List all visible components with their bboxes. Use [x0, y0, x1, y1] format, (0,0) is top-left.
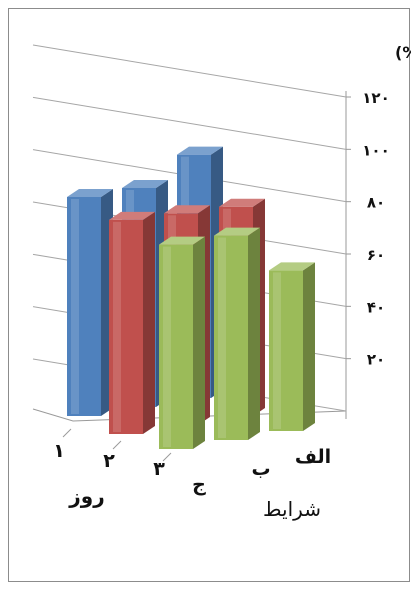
bar-top	[67, 189, 113, 197]
bar-highlight	[273, 272, 281, 429]
y-tick-label: ۲۰	[367, 351, 385, 369]
bar-top	[219, 198, 265, 207]
bar-highlight	[163, 246, 171, 447]
bar-top	[109, 211, 155, 220]
bar-highlight	[113, 221, 121, 432]
depth-label: ۳	[153, 458, 165, 480]
gridline	[32, 96, 347, 150]
y-tick-labels: ۲۰ ۴۰ ۶۰ ۸۰ ۱۰۰ ۱۲۰	[346, 89, 390, 369]
bar-side	[193, 236, 205, 449]
bar-top	[269, 262, 315, 271]
category-label: ج	[192, 474, 206, 496]
category-label: ب	[251, 458, 270, 480]
depth-tick-mark	[162, 452, 172, 462]
y-tick-label: ۱۲۰	[362, 89, 389, 107]
y-tick-label: ۴۰	[367, 298, 385, 316]
depth-label: ۲	[103, 450, 115, 472]
depth-labels: ۱ ۲ ۳	[53, 428, 172, 480]
category-labels: الف ب ج	[192, 446, 331, 496]
recovery-3d-column-chart: ۲۰ ۴۰ ۶۰ ۸۰ ۱۰۰ ۱۲۰ مقدار بازیافت(%) الف ب ج شرایط…	[32, 43, 411, 521]
category-label: الف	[295, 446, 331, 468]
bar-highlight	[218, 237, 226, 438]
series-3-bars	[159, 227, 315, 449]
bar-top	[159, 236, 205, 245]
y-tick-label: ۱۰۰	[362, 141, 389, 159]
depth-axis-label: روز	[68, 484, 104, 508]
gridline	[32, 44, 347, 98]
depth-tick-mark	[62, 428, 72, 438]
bar-top	[214, 227, 260, 236]
bar-highlight	[71, 198, 79, 414]
bar-top	[122, 180, 168, 188]
y-tick-label: ۶۰	[367, 246, 385, 264]
bar-side	[248, 227, 260, 440]
bar-side	[143, 211, 155, 434]
x-axis-label: شرایط	[263, 497, 321, 521]
chart-title: مقدار بازیافت(%)	[395, 43, 411, 62]
bar-side	[303, 262, 315, 431]
bar-top	[177, 146, 223, 155]
depth-label: ۱	[53, 440, 65, 462]
bar-top	[164, 205, 210, 214]
y-tick-label: ۸۰	[367, 194, 385, 212]
depth-tick-mark	[112, 440, 122, 450]
chart-frame: ۲۰ ۴۰ ۶۰ ۸۰ ۱۰۰ ۱۲۰ مقدار بازیافت(%) الف ب ج شرایط…	[8, 8, 411, 582]
